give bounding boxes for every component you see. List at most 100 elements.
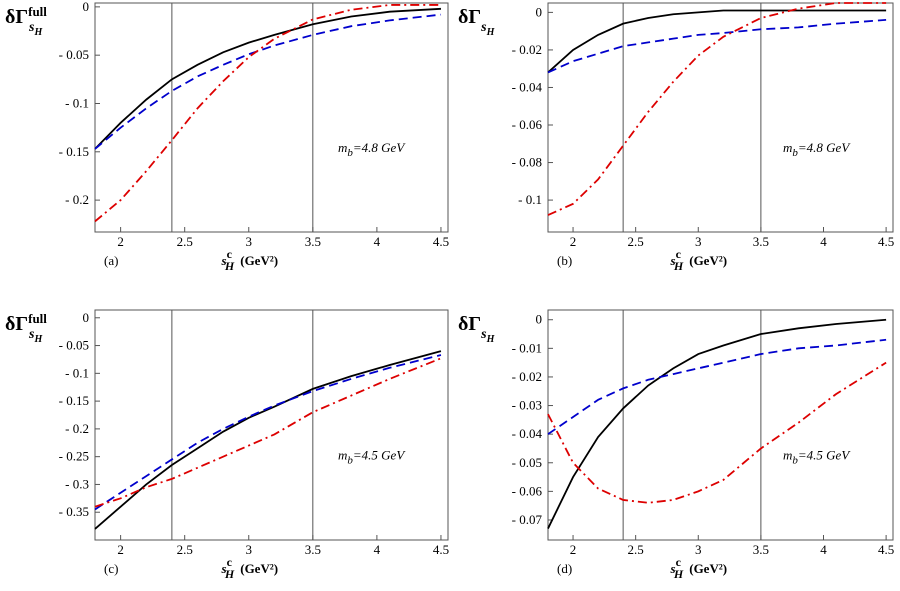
x-tick-label: 3.5 — [305, 542, 321, 557]
y-axis-label: δΓfull sH — [5, 4, 47, 38]
panel: 2 2.5 3 3.5 4 4.5 0 - 0.01 - 0.02 - 0.03 - 0.04 - 0… — [458, 309, 894, 581]
y-tick-label: - 0.07 — [512, 512, 543, 527]
x-label-unit: (GeV²) — [689, 561, 727, 576]
y-label-main: δΓ — [458, 313, 481, 335]
x-label-main: s — [221, 253, 227, 268]
y-label-sup: full — [28, 311, 47, 326]
y-axis-label: δΓsH — [458, 6, 496, 38]
y-label-subsub: H — [486, 334, 496, 345]
y-label-subsub: H — [33, 27, 43, 38]
y-tick-label: - 0.2 — [65, 192, 89, 207]
x-tick-label: 2.5 — [177, 234, 193, 249]
series-line — [547, 338, 887, 435]
x-tick-label: 3.5 — [753, 234, 769, 249]
x-tick-label: 3 — [246, 542, 253, 557]
y-tick-label: - 0.25 — [59, 449, 89, 464]
series-line — [94, 7, 442, 150]
y-tick-label: - 0.04 — [512, 79, 543, 94]
annotation-main: m — [783, 448, 792, 463]
x-tick-label: 4 — [374, 542, 381, 557]
x-tick-label: 2 — [117, 542, 124, 557]
panel: 2 2.5 3 3.5 4 4.5 0 - 0.05 - 0.1 - 0.15 - 0.2 δΓful… — [5, 0, 449, 273]
x-label-sup: c — [676, 247, 682, 261]
x-axis-label: sc H (GeV²) — [670, 247, 728, 273]
x-label-sup: c — [227, 247, 233, 261]
y-tick-label: - 0.05 — [512, 455, 542, 470]
x-tick-label: 4.5 — [878, 542, 894, 557]
x-tick-label: 4.5 — [433, 234, 449, 249]
x-label-sub: H — [673, 259, 684, 273]
annotation-main: m — [338, 140, 347, 155]
annotation-sub: b — [792, 147, 798, 159]
y-axis-label: δΓsH — [458, 313, 496, 345]
x-label-main: s — [670, 561, 676, 576]
x-tick-label: 2 — [570, 542, 577, 557]
y-label-sup: full — [28, 4, 47, 19]
annotation: mb=4.8 GeV — [338, 140, 406, 159]
series-line — [547, 9, 887, 74]
y-tick-label: - 0.3 — [65, 476, 89, 491]
x-tick-label: 4 — [374, 234, 381, 249]
y-tick-label: - 0.08 — [512, 155, 542, 170]
y-label-subsub: H — [33, 334, 43, 345]
y-tick-label: - 0.2 — [65, 421, 89, 436]
x-axis-label: sc H (GeV²) — [670, 555, 728, 581]
y-label-sub: s — [480, 20, 487, 35]
y-tick-label: 0 — [83, 0, 90, 14]
y-tick-label: - 0.01 — [512, 340, 542, 355]
annotation-sub: b — [347, 455, 353, 467]
series-line — [94, 350, 442, 530]
y-tick-label: - 0.15 — [59, 393, 89, 408]
x-tick-label: 2.5 — [628, 542, 644, 557]
x-label-sup: c — [227, 555, 233, 569]
x-tick-label: 3 — [695, 234, 702, 249]
series-line — [94, 13, 442, 150]
y-label-main: δΓ — [5, 313, 28, 335]
y-tick-label: - 0.1 — [518, 192, 542, 207]
series-line — [547, 2, 887, 216]
y-axis-label: δΓfull sH — [5, 311, 47, 345]
y-tick-label: - 0.05 — [59, 47, 89, 62]
x-tick-label: 2.5 — [628, 234, 644, 249]
x-tick-label: 4.5 — [433, 542, 449, 557]
x-label-sub: H — [673, 567, 684, 581]
x-label-main: s — [670, 253, 676, 268]
x-label-sub: H — [224, 567, 235, 581]
x-tick-label: 3 — [246, 234, 253, 249]
annotation: mb=4.5 GeV — [338, 448, 406, 467]
y-tick-label: 0 — [536, 4, 543, 19]
y-tick-label: - 0.15 — [59, 144, 89, 159]
annotation-sub: b — [792, 455, 798, 467]
panel: 2 2.5 3 3.5 4 4.5 0 - 0.02 - 0.04 - 0.06 - 0.08 - 0… — [458, 2, 894, 273]
x-tick-label: 3.5 — [305, 234, 321, 249]
x-label-unit: (GeV²) — [240, 561, 278, 576]
x-tick-label: 2 — [117, 234, 124, 249]
series-line — [547, 361, 887, 504]
series-line — [547, 18, 887, 74]
annotation-main: m — [783, 140, 792, 155]
y-label-sub: s — [28, 327, 35, 342]
annotation-rest: =4.8 GeV — [798, 140, 851, 155]
plot-frame — [94, 2, 449, 233]
y-tick-label: - 0.04 — [512, 426, 543, 441]
x-axis-label: sc H (GeV²) — [221, 555, 279, 581]
series-line — [94, 357, 442, 508]
x-tick-label: 3 — [695, 542, 702, 557]
y-label-subsub: H — [486, 27, 496, 38]
panel-label: (b) — [557, 253, 572, 268]
y-tick-label: - 0.03 — [512, 398, 542, 413]
y-label-main: δΓ — [5, 6, 28, 28]
x-tick-label: 2.5 — [177, 542, 193, 557]
plot-frame — [94, 309, 449, 541]
panel-label: (c) — [104, 561, 118, 576]
panel: 2 2.5 3 3.5 4 4.5 0 - 0.05 - 0.1 - 0.15 - 0.2 - 0.2… — [5, 309, 449, 581]
annotation-rest: =4.5 GeV — [798, 448, 851, 463]
y-tick-label: - 0.06 — [512, 117, 543, 132]
y-tick-label: - 0.05 — [59, 338, 89, 353]
annotation: mb=4.8 GeV — [783, 140, 851, 159]
x-tick-label: 4.5 — [878, 234, 894, 249]
y-tick-label: - 0.02 — [512, 369, 542, 384]
x-tick-label: 3.5 — [753, 542, 769, 557]
x-label-main: s — [221, 561, 227, 576]
series-line — [94, 354, 442, 511]
